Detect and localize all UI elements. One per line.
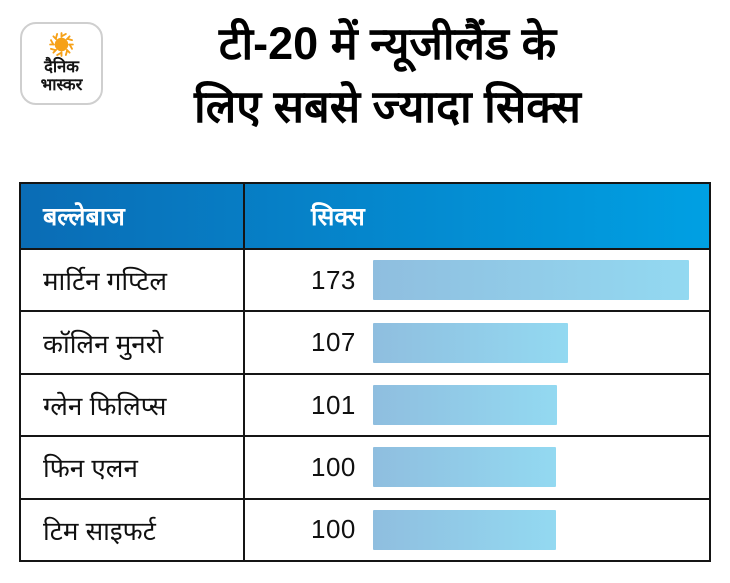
table-row: टिम साइफर्ट 100 <box>21 497 709 561</box>
sixes-bar <box>373 260 689 301</box>
sixes-bar <box>373 385 557 426</box>
batsman-name: कॉलिन मुनरो <box>21 312 245 373</box>
batsman-name: मार्टिन गप्टिल <box>21 250 245 311</box>
page-title-line1: टी-20 में न्यूजीलैंड के <box>218 18 557 69</box>
dainik-bhaskar-logo: दैनिक भास्कर <box>20 22 103 105</box>
table-header-row: बल्लेबाज सिक्स <box>21 184 709 248</box>
column-header-batsman: बल्लेबाज <box>21 184 245 248</box>
batsman-name: फिन एलन <box>21 437 245 498</box>
sixes-cell: 101 <box>245 375 709 435</box>
sixes-cell: 107 <box>245 312 709 372</box>
page-title-line2: लिए सबसे ज्यादा सिक्स <box>194 81 581 132</box>
sixes-cell: 173 <box>245 250 709 310</box>
sun-icon <box>49 32 74 57</box>
logo-text-line2: भास्कर <box>40 75 83 94</box>
batsman-name: ग्लेन फिलिप्स <box>21 374 245 436</box>
sixes-value: 107 <box>311 327 356 358</box>
table-row: फिन एलन 100 <box>21 435 709 498</box>
table-row: कॉलिन मुनरो 107 <box>21 310 709 373</box>
table-body: मार्टिन गप्टिल 173 कॉलिन मुनरो 107 ग्लेन… <box>21 248 709 561</box>
sixes-value: 100 <box>311 514 356 545</box>
table-row: ग्लेन फिलिप्स 101 <box>21 372 709 436</box>
batsman-name: टिम साइफर्ट <box>21 499 245 561</box>
sixes-table: बल्लेबाज सिक्स मार्टिन गप्टिल 173 कॉलिन … <box>19 182 711 562</box>
sixes-bar <box>373 447 556 488</box>
sixes-value: 100 <box>311 451 356 482</box>
sixes-value: 101 <box>311 389 356 420</box>
page-title: टी-20 में न्यूजीलैंड के लिए सबसे ज्यादा स… <box>95 12 680 138</box>
sixes-bar <box>373 322 568 363</box>
sixes-bar <box>373 509 556 550</box>
sixes-value: 173 <box>311 264 356 295</box>
logo-text-line1: दैनिक <box>44 58 79 76</box>
table-row: मार्टिन गप्टिल 173 <box>21 248 709 311</box>
masthead: दैनिक भास्कर टी-20 में न्यूजीलैंड के लिए … <box>0 0 730 180</box>
sixes-cell: 100 <box>245 500 709 560</box>
column-header-sixes: सिक्स <box>311 203 365 231</box>
sixes-cell: 100 <box>245 437 709 497</box>
